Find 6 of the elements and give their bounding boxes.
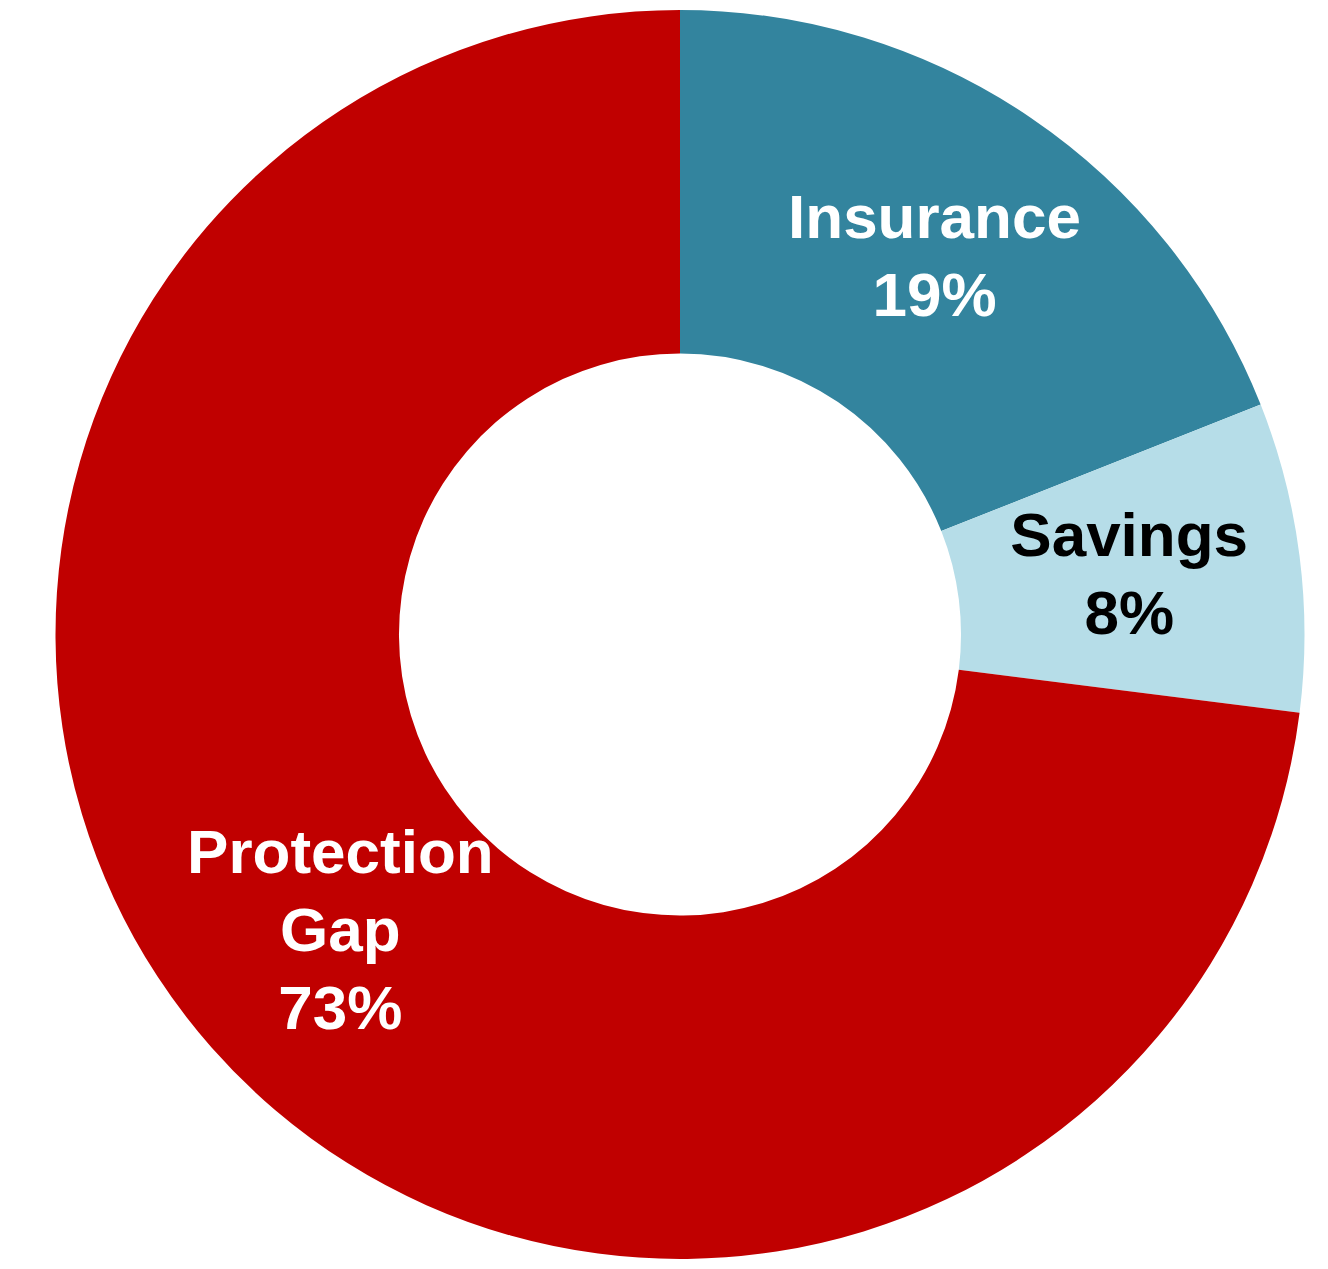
slice-label: Savings [1010,499,1249,569]
slice-label: Insurance [788,182,1081,252]
slice-label: Protection Gap [187,817,494,965]
data-label: 8% [1084,577,1174,647]
data-label: 73% [278,973,403,1043]
data-label: 19% [872,260,997,330]
